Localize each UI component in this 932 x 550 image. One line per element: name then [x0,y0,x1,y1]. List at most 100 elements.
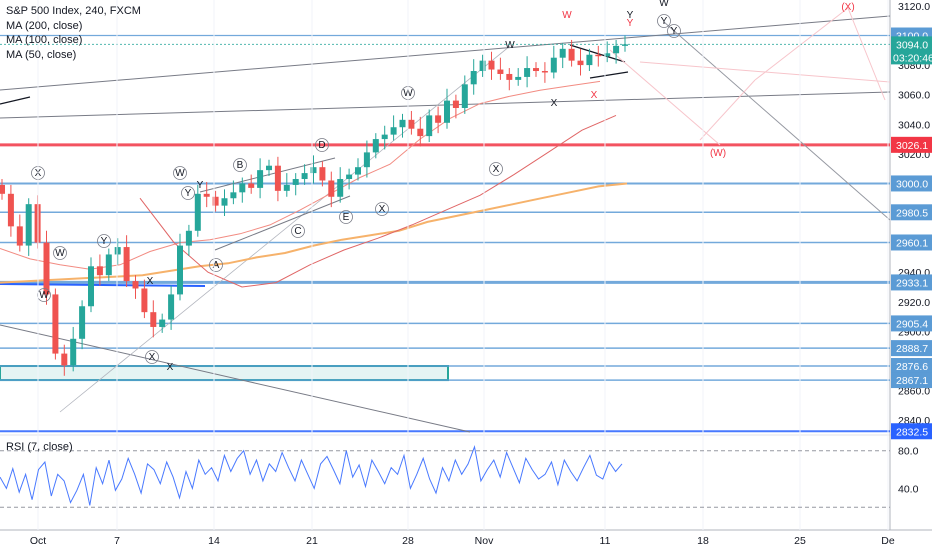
wave-label-circle-8 [233,158,247,172]
candle-body [114,247,121,255]
candle [43,230,50,305]
wave-label-circle-1 [53,246,67,260]
chart-title: S&P 500 Index, 240, FXCM [6,5,141,17]
candle-body [399,119,406,128]
wave-label-circle-5 [173,166,187,180]
wave-label-11: E [343,212,350,223]
candle [515,68,522,86]
level-tag-6 [891,315,932,332]
candle-body [613,45,620,54]
candle [444,88,450,129]
candle [346,168,353,190]
candle-body [310,167,317,174]
candle-body [7,193,14,227]
candle [25,198,32,256]
wave-label-23: Y [671,26,678,37]
current-price-tag [891,36,932,65]
candle [488,51,495,80]
wave-label-1: W [55,248,65,259]
wave-label-red-2: Y [627,18,634,29]
wave-label-18: Y [197,180,204,191]
candle [310,155,317,184]
candle [7,184,14,237]
candle [257,158,264,199]
candle [355,158,361,181]
candle-body [0,184,5,194]
rsi-label[interactable]: RSI (7, close) [6,441,73,453]
wave-label-circle-10 [315,138,329,152]
level-tag-label-8: 2876.6 [896,361,928,373]
candle [168,285,175,330]
wave-label-2: Y [101,236,108,247]
wave-label-12: X [379,204,386,215]
level-tag-2 [891,175,932,192]
candle-body [550,57,557,73]
level-tag-10 [891,423,932,440]
wave-label-circle-23 [667,24,681,38]
indicator-ma100-label[interactable]: MA (100, close) [6,34,83,46]
level-tag-1 [891,136,932,153]
candle-body [141,288,148,313]
candle [550,45,557,79]
indicator-ma200-label[interactable]: MA (200, close) [6,19,83,32]
candle [417,116,424,147]
candle-body [622,44,628,46]
time-tick-2: 14 [208,535,220,547]
candle-body [497,69,504,74]
candle-body [577,60,584,66]
candle-body [363,152,370,168]
candle-body [435,115,442,123]
level-tag-4 [891,234,932,251]
wave-label-10: D [318,140,325,151]
candle-body [319,167,326,181]
candle-body [70,338,77,366]
wave-label-circle-9 [291,224,305,238]
candle [61,344,68,376]
indicator-ma50-label[interactable]: MA (50, close) [6,48,77,61]
candle [212,190,219,212]
level-tag-label-10: 2832.5 [896,426,928,438]
candle-body [194,193,201,231]
candle [381,125,388,150]
candle-body [239,183,246,193]
trend-line-9 [589,71,629,79]
candle-body [203,193,210,197]
candle-body [61,353,68,366]
candle-body [292,179,299,185]
wave-label-red-4: (X) [841,2,854,13]
candle [239,177,246,203]
candle-body [390,127,397,135]
time-tick-6: 11 [600,535,611,547]
candle [105,248,112,282]
wave-label-17: X [167,362,174,373]
wave-label-4: X [149,352,156,363]
rsi-line [0,445,623,506]
time-tick-4: 28 [402,535,414,547]
candle [177,233,183,301]
candle [506,68,513,91]
candle-body [417,128,424,137]
candle [301,164,308,185]
wave-label-20: Y [627,10,634,21]
candle-body [96,266,103,276]
countdown-label: 03:20:46 [893,52,932,64]
current-price-label: 3094.0 [896,39,928,51]
wave-label-5: W [175,168,185,179]
time-tick-0: Oct [30,535,46,547]
candle-body [123,247,130,282]
candle [363,140,370,178]
price-tick-3: 3060.0 [898,90,930,102]
price-tick-13: 2860.0 [898,386,930,398]
rsi-tick-0: 80.0 [898,446,919,458]
wave-label-7: A [213,260,220,271]
candle [497,57,504,80]
candle-body [515,76,522,80]
wave-label-15: W [505,40,515,51]
trend-line-0 [0,15,891,91]
candle [559,42,566,69]
support-zone [0,365,449,382]
wave-label-circle-6 [181,186,195,200]
candle-body [132,281,139,289]
